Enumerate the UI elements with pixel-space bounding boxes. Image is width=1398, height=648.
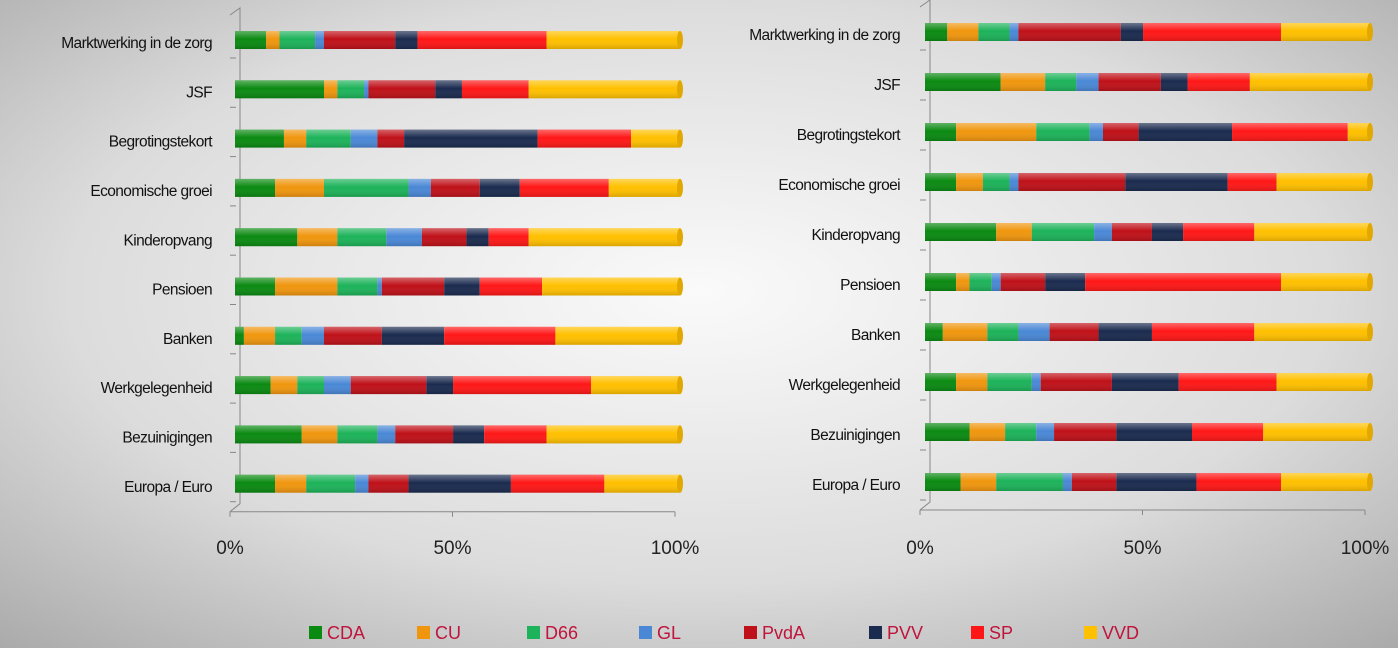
bar-shine [925, 273, 1370, 291]
legend-swatch [639, 626, 652, 639]
y-tick-label: Pensioen [152, 282, 212, 299]
y-tick-label: Marktwerking in de zorg [749, 27, 900, 44]
bar-cap [677, 474, 683, 493]
legend-swatch [744, 626, 757, 639]
x-tick-label: 100% [651, 538, 700, 559]
bar-cap [677, 277, 683, 296]
y-tick-label: Banken [851, 327, 900, 344]
y-tick-label: Economische groei [90, 183, 212, 200]
bar-shine [235, 31, 680, 49]
x-tick-label: 0% [216, 538, 244, 559]
bar-shine [925, 473, 1370, 491]
bar-shine [925, 323, 1370, 341]
bar-cap [677, 31, 683, 49]
y-tick-label: Begrotingstekort [797, 127, 902, 144]
bar-cap [1367, 423, 1373, 441]
bar-cap [1367, 473, 1373, 491]
bar-shine [925, 123, 1370, 141]
legend-label: D66 [545, 623, 578, 643]
y-tick-label: Marktwerking in de zorg [61, 35, 212, 52]
legend-label: SP [989, 623, 1013, 643]
y-tick-label: Kinderopvang [124, 232, 212, 249]
bar-cap [677, 178, 683, 197]
x-tick-label: 50% [1123, 538, 1161, 559]
legend-label: GL [657, 623, 681, 643]
y-tick-label: Begrotingstekort [109, 134, 214, 151]
x-tick-label: 50% [433, 538, 471, 559]
bar-shine [235, 277, 680, 296]
bar-cap [677, 376, 683, 395]
y-tick-label: Pensioen [840, 277, 900, 294]
bar-shine [925, 23, 1370, 41]
legend-label: CDA [327, 623, 365, 643]
y-tick-label: Bezuinigingen [810, 427, 900, 444]
bar-cap [677, 425, 683, 444]
bar-shine [235, 474, 680, 493]
bar-cap [1367, 173, 1373, 191]
y-tick-label: Kinderopvang [812, 227, 900, 244]
legend-label: PvdA [762, 623, 805, 643]
legend-swatch [417, 626, 430, 639]
legend-swatch [527, 626, 540, 639]
legend-label: CU [435, 623, 461, 643]
bar-cap [677, 326, 683, 345]
bar-cap [1367, 223, 1373, 241]
y-tick-label: Europa / Euro [124, 479, 212, 496]
legend-swatch [1084, 626, 1097, 639]
bar-cap [1367, 373, 1373, 391]
bar-shine [235, 80, 680, 99]
bar-cap [1367, 73, 1373, 91]
bar-cap [677, 228, 683, 247]
bar-shine [925, 423, 1370, 441]
bar-shine [235, 376, 680, 395]
legend-swatch [869, 626, 882, 639]
y-tick-label: JSF [186, 84, 212, 101]
legend-swatch [309, 626, 322, 639]
y-tick-label: Europa / Euro [812, 477, 900, 494]
bar-cap [1367, 123, 1373, 141]
y-tick-label: JSF [874, 77, 900, 94]
bar-shine [235, 129, 680, 148]
y-tick-label: Economische groei [778, 177, 900, 194]
bar-shine [235, 326, 680, 345]
axis-wall [229, 7, 241, 513]
y-tick-label: Banken [163, 331, 212, 348]
legend-label: PVV [887, 623, 923, 643]
bar-shine [925, 73, 1370, 91]
bar-shine [925, 173, 1370, 191]
y-tick-label: Werkgelegenheid [101, 380, 212, 397]
bar-shine [235, 228, 680, 247]
axis-wall [919, 0, 931, 511]
bar-shine [925, 373, 1370, 391]
bar-cap [1367, 273, 1373, 291]
bar-shine [925, 223, 1370, 241]
y-tick-label: Werkgelegenheid [789, 377, 900, 394]
bar-shine [235, 178, 680, 197]
y-tick-label: Bezuinigingen [122, 429, 212, 446]
legend-label: VVD [1102, 623, 1139, 643]
bar-cap [1367, 323, 1373, 341]
x-tick-label: 100% [1341, 538, 1390, 559]
bar-cap [677, 129, 683, 148]
bar-shine [235, 425, 680, 444]
bar-cap [1367, 23, 1373, 41]
bar-cap [677, 80, 683, 99]
legend-swatch [971, 626, 984, 639]
x-tick-label: 0% [906, 538, 934, 559]
